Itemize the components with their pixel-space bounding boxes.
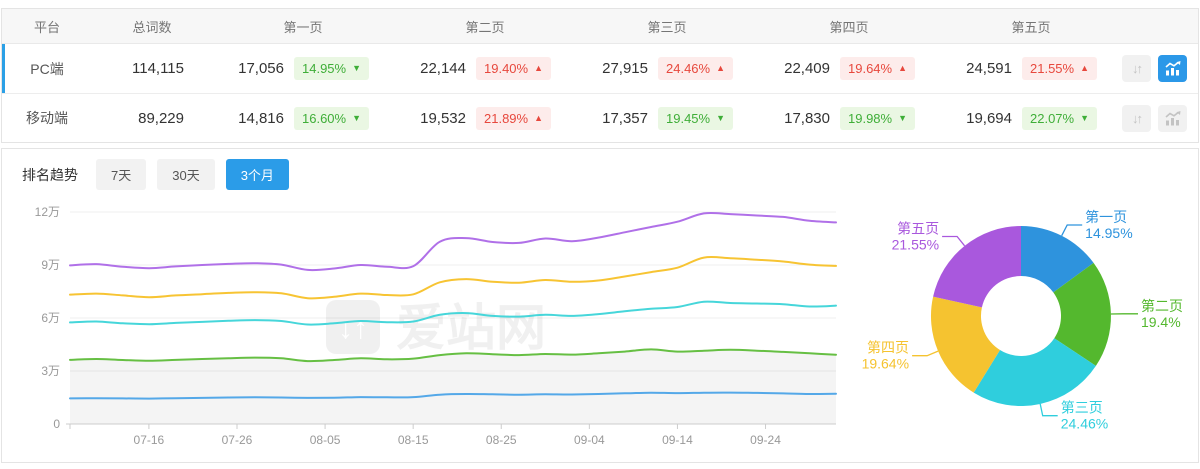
page4-change-badge: 19.98% ▼ [840, 106, 916, 130]
page2-count: 22,144 [420, 60, 466, 77]
svg-text:07-16: 07-16 [134, 433, 165, 447]
svg-text:12万: 12万 [35, 205, 60, 219]
trend-arrow-icon: ▲ [534, 63, 544, 73]
page4-cell: 22,409 19.64% ▲ [758, 57, 940, 80]
trend-arrow-icon: ▼ [898, 112, 908, 123]
page2-cell: 19,532 21.89% ▲ [394, 106, 576, 130]
page3-count: 17,357 [602, 109, 648, 127]
trend-arrow-icon: ▼ [352, 63, 362, 73]
svg-text:19.64%: 19.64% [862, 356, 909, 372]
svg-text:第四页: 第四页 [867, 340, 909, 356]
svg-text:↓↑: ↓↑ [338, 312, 368, 345]
col-header-total: 总词数 [132, 19, 172, 35]
svg-text:21.55%: 21.55% [892, 236, 939, 252]
page1-count: 14,816 [238, 109, 284, 127]
page2-cell: 22,144 19.40% ▲ [394, 57, 576, 80]
trend-arrow-icon: ▲ [1080, 63, 1090, 73]
trend-arrow-icon: ▲ [716, 63, 726, 73]
trend-title: 排名趋势 [22, 166, 78, 183]
svg-text:第二页: 第二页 [1141, 298, 1183, 314]
page2-change-badge: 21.89% ▲ [476, 106, 552, 130]
up-down-arrows-icon: ↓↑ [1132, 61, 1143, 76]
svg-text:19.4%: 19.4% [1141, 314, 1181, 330]
page1-cell: 17,056 14.95% ▼ [212, 57, 394, 80]
svg-text:第五页: 第五页 [897, 220, 939, 236]
trend-header: 排名趋势 7天 30天 3个月 [2, 149, 1198, 196]
trend-arrow-icon: ▲ [534, 112, 544, 123]
page5-count: 19,694 [966, 109, 1012, 127]
page5-change-badge: 22.07% ▼ [1022, 106, 1098, 130]
up-down-arrows-icon: ↓↑ [1132, 110, 1143, 126]
total-count: 114,115 [132, 60, 184, 77]
platform-label: PC端 [30, 60, 64, 77]
trend-chart-button[interactable] [1158, 55, 1187, 82]
svg-text:第一页: 第一页 [1085, 209, 1127, 225]
page5-count: 24,591 [966, 60, 1012, 77]
svg-text:09-24: 09-24 [750, 433, 781, 447]
platform-label: 移动端 [26, 110, 68, 126]
col-header-page5: 第五页 [1011, 19, 1051, 35]
charts-area: 0 3万 6万 9万 12万 ↓↑ 爱站网 07-16 07-26 08-05 08-15 08-25… [2, 196, 1198, 462]
page4-change-badge: 19.64% ▲ [840, 57, 916, 80]
page3-count: 27,915 [602, 60, 648, 77]
svg-text:0: 0 [53, 417, 60, 431]
svg-text:07-26: 07-26 [222, 433, 253, 447]
page3-change-badge: 19.45% ▼ [658, 106, 734, 130]
total-count: 89,229 [138, 109, 184, 127]
page2-count: 19,532 [420, 109, 466, 127]
table-row[interactable]: 移动端 89,229 14,816 16.60% ▼ 19,532 21.89% ▲… [2, 93, 1198, 142]
page5-cell: 19,694 22.07% ▼ [940, 106, 1122, 130]
trend-arrow-icon: ▼ [1080, 112, 1090, 123]
page4-count: 17,830 [784, 109, 830, 127]
bar-chart-trend-icon [1164, 110, 1180, 125]
ranking-table: 平台 总词数 第一页 第二页 第三页 第四页 第五页 PC端 114,115 1… [1, 8, 1199, 143]
svg-text:14.95%: 14.95% [1085, 225, 1132, 241]
col-header-page3: 第三页 [647, 19, 687, 35]
page3-change-badge: 24.46% ▲ [658, 57, 734, 80]
svg-text:24.46%: 24.46% [1061, 416, 1108, 432]
col-header-platform: 平台 [33, 19, 60, 35]
page1-cell: 14,816 16.60% ▼ [212, 106, 394, 130]
svg-text:9万: 9万 [41, 258, 60, 272]
bar-chart-trend-icon [1164, 61, 1180, 76]
svg-text:6万: 6万 [41, 311, 60, 325]
table-row[interactable]: PC端 114,115 17,056 14.95% ▼ 22,144 19.40%… [2, 44, 1198, 93]
svg-text:08-25: 08-25 [486, 433, 517, 447]
page4-cell: 17,830 19.98% ▼ [758, 106, 940, 130]
table-header-row: 平台 总词数 第一页 第二页 第三页 第四页 第五页 [2, 9, 1198, 44]
compare-sort-button[interactable]: ↓↑ [1122, 55, 1151, 82]
page1-change-badge: 14.95% ▼ [294, 57, 370, 80]
page3-cell: 27,915 24.46% ▲ [576, 57, 758, 80]
trend-arrow-icon: ▼ [352, 112, 362, 123]
tab-3-months[interactable]: 3个月 [225, 159, 289, 190]
trend-panel: 排名趋势 7天 30天 3个月 0 3万 6万 9万 12万 ↓↑ 爱站网 07-16 07-2… [1, 148, 1199, 463]
page5-change-badge: 21.55% ▲ [1022, 57, 1098, 80]
page1-change-badge: 16.60% ▼ [294, 106, 370, 130]
page1-count: 17,056 [238, 60, 284, 77]
trend-line-chart[interactable]: 0 3万 6万 9万 12万 ↓↑ 爱站网 07-16 07-26 08-05 08-15 08-25… [8, 196, 856, 458]
page4-count: 22,409 [784, 60, 830, 77]
svg-text:08-15: 08-15 [398, 433, 429, 447]
compare-sort-button[interactable]: ↓↑ [1122, 104, 1151, 132]
trend-arrow-icon: ▼ [716, 112, 726, 123]
tab-30-days[interactable]: 30天 [157, 159, 215, 190]
trend-arrow-icon: ▲ [898, 63, 908, 73]
page5-cell: 24,591 21.55% ▲ [940, 57, 1122, 80]
trend-chart-button[interactable] [1158, 104, 1187, 132]
svg-text:09-04: 09-04 [574, 433, 605, 447]
page3-cell: 17,357 19.45% ▼ [576, 106, 758, 130]
col-header-page1: 第一页 [283, 19, 323, 35]
svg-text:3万: 3万 [41, 364, 60, 378]
page2-change-badge: 19.40% ▲ [476, 57, 552, 80]
svg-text:第三页: 第三页 [1061, 400, 1103, 416]
col-header-page2: 第二页 [465, 19, 505, 35]
svg-text:爱站网: 爱站网 [396, 300, 546, 356]
col-header-page4: 第四页 [829, 19, 869, 35]
svg-text:08-05: 08-05 [310, 433, 341, 447]
svg-text:09-14: 09-14 [662, 433, 693, 447]
tab-7-days[interactable]: 7天 [96, 159, 147, 190]
